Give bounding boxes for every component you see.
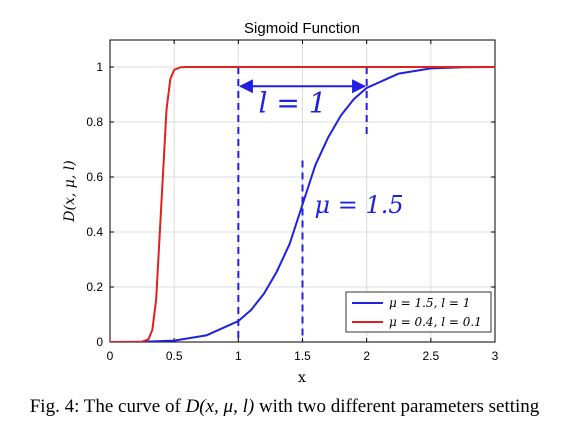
y-tick-label: 0.4: [86, 225, 103, 239]
x-tick-label: 0.5: [166, 349, 183, 363]
x-tick-label: 3: [492, 349, 499, 363]
legend-label-red: μ = 0.4, l = 0.1: [389, 315, 482, 329]
caption-math: D(x, μ, l): [186, 396, 255, 417]
y-tick-label: 0.8: [86, 115, 103, 129]
y-axis-label: D(x, μ, l): [62, 160, 78, 222]
legend-label-blue: μ = 1.5, l = 1: [389, 296, 470, 310]
y-tick-label: 0: [96, 335, 103, 349]
y-tick-label: 1: [96, 60, 103, 74]
figure-caption: Fig. 4: The curve of D(x, μ, l) with two…: [0, 396, 569, 418]
x-axis-label: x: [298, 370, 306, 386]
caption-prefix: Fig. 4: The curve of: [30, 396, 186, 417]
mu-annotation-label: μ = 1.5: [315, 191, 404, 219]
x-tick-label: 2: [363, 349, 370, 363]
x-tick-label: 1: [235, 349, 242, 363]
y-tick-label: 0.2: [86, 280, 103, 294]
y-tick-label: 0.6: [86, 170, 103, 184]
l-annotation-label: l = 1: [258, 86, 326, 119]
x-tick-label: 1.5: [294, 349, 311, 363]
x-tick-label: 0: [107, 349, 114, 363]
caption-suffix: with two different parameters setting: [254, 396, 539, 417]
x-tick-label: 2.5: [422, 349, 439, 363]
legend: μ = 1.5, l = 1 μ = 0.4, l = 0.1: [346, 292, 491, 332]
chart-title: Sigmoid Function: [244, 20, 360, 37]
